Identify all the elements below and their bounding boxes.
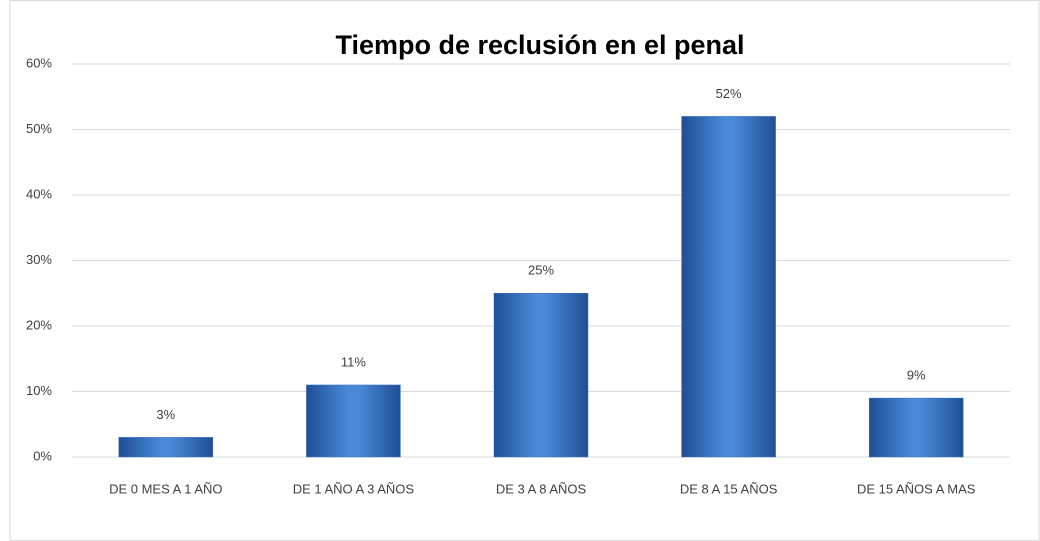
y-tick-label: 30% [26,252,52,267]
chart-title: Tiempo de reclusión en el penal [335,30,744,60]
y-tick-label: 50% [26,121,52,136]
x-tick-label: DE 3 A 8 AÑOS [496,481,587,496]
y-tick-label: 0% [33,448,52,463]
data-label: 52% [716,86,742,101]
y-tick-label: 10% [26,383,52,398]
bar [868,397,964,458]
data-label: 9% [907,367,926,382]
bar [306,384,401,458]
y-tick-label: 40% [26,186,52,201]
y-tick-label: 60% [26,55,52,70]
bar [681,116,776,458]
y-tick-label: 20% [26,317,52,332]
data-label: 3% [156,407,175,422]
data-label: 11% [341,354,366,369]
x-tick-label: DE 15 AÑOS A MAS [857,481,976,496]
x-tick-label: DE 0 MES A 1 AÑO [109,481,222,496]
x-tick-label: DE 1 AÑO A 3 AÑOS [293,481,415,496]
bar [493,293,589,458]
chart-border [9,0,1040,541]
bar [118,437,214,458]
data-label: 25% [528,263,554,278]
x-tick-label: DE 8 A 15 AÑOS [680,481,778,496]
